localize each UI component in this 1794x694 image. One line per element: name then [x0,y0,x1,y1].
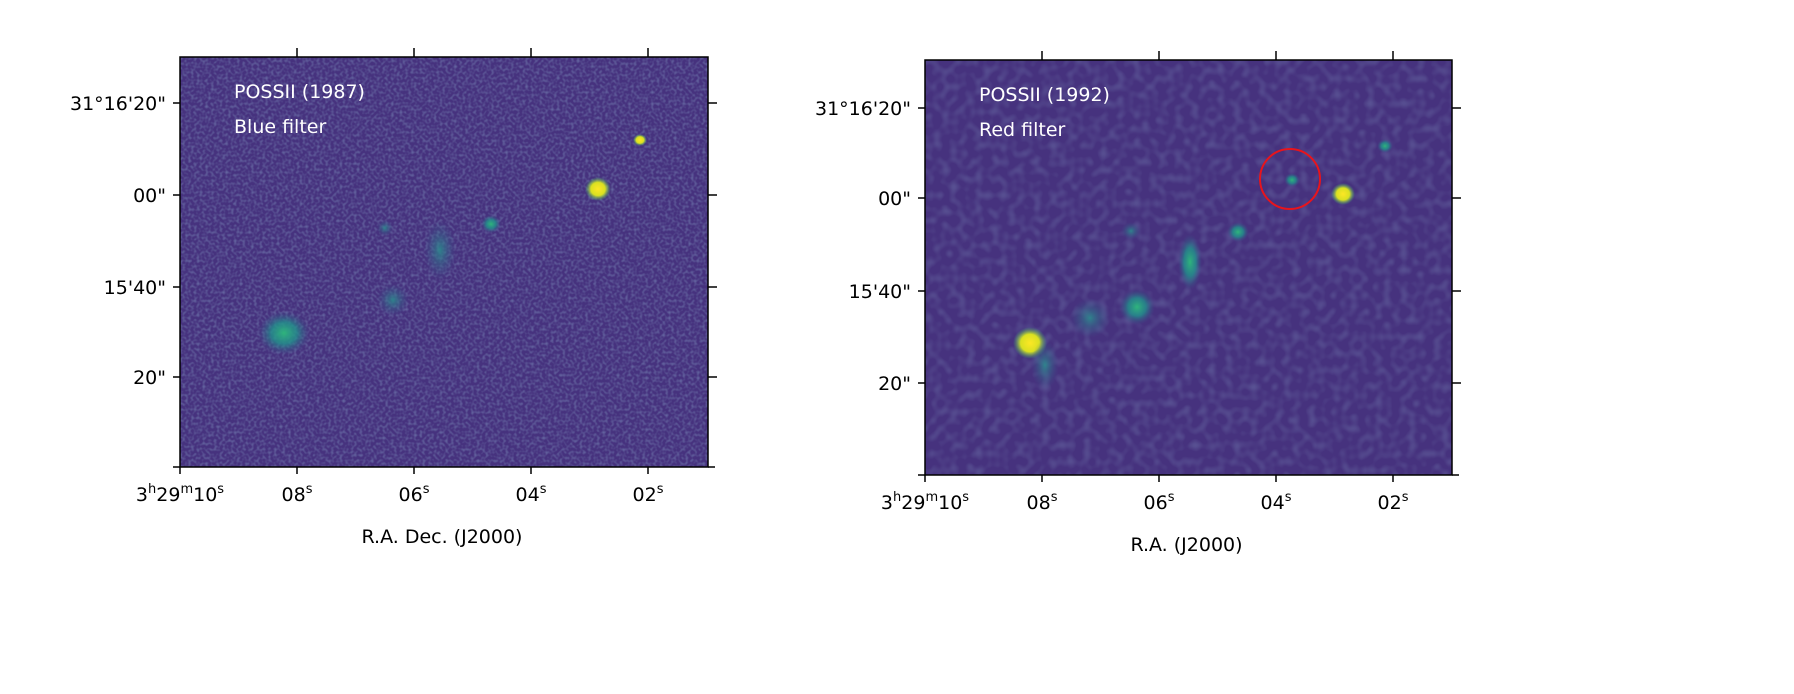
filter-label: Red filter [979,119,1066,141]
unit-superscript: s [1168,490,1175,505]
tick-value: 10 [938,492,962,514]
filter-label: Blue filter [234,116,326,138]
unit-superscript: s [1402,490,1409,505]
tick-value: 3 [881,492,893,514]
source-blob [481,215,501,233]
unit-superscript: s [217,482,224,497]
unit-superscript: m [925,490,938,505]
tick-value: 04 [1261,492,1285,514]
source-blob [1331,183,1355,205]
tick-value: 04 [516,484,540,506]
survey-label: POSSII (1992) [979,84,1110,106]
y-tick-label: 15'40" [849,281,911,303]
source-blob [377,284,409,316]
x-tick-label: 3h29m10s [881,490,969,514]
source-blob [1070,298,1110,338]
unit-superscript: s [423,482,430,497]
unit-superscript: s [657,482,664,497]
source-blob [633,134,647,146]
source-blob [1119,289,1155,325]
source-blob [1178,234,1202,290]
y-tick-label: 15'40" [104,277,166,299]
tick-value: 06 [1144,492,1168,514]
unit-superscript: s [1051,490,1058,505]
x-tick-label: 06s [1144,490,1175,514]
tick-value: 08 [282,484,306,506]
unit-superscript: s [540,482,547,497]
x-tick-label: 02s [1378,490,1409,514]
unit-superscript: h [148,482,156,497]
y-tick-label: 00" [133,185,166,207]
y-tick-label: 31°16'20" [815,98,911,120]
image-sources [925,60,1452,475]
tick-value: 29 [901,492,925,514]
unit-superscript: h [893,490,901,505]
tick-value: 06 [399,484,423,506]
tick-value: 3 [136,484,148,506]
unit-superscript: s [962,490,969,505]
tick-value: 02 [633,484,657,506]
y-tick-label: 20" [133,367,166,389]
tick-value: 02 [1378,492,1402,514]
y-tick-label: 20" [878,373,911,395]
x-axis-label: R.A. (J2000) [1130,534,1242,556]
axes-frame [924,59,1453,476]
x-tick-label: 06s [399,482,430,506]
source-blob [1284,173,1300,187]
x-tick-label: 3h29m10s [136,482,224,506]
source-blob [1227,222,1249,242]
image-sources [180,57,708,467]
y-tick-label: 31°16'20" [70,93,166,115]
highlight-circle [1259,148,1321,210]
tick-value: 29 [156,484,180,506]
x-tick-label: 08s [1027,490,1058,514]
survey-label: POSSII (1987) [234,81,365,103]
unit-superscript: s [306,482,313,497]
x-tick-label: 02s [633,482,664,506]
x-tick-label: 04s [516,482,547,506]
source-blob [377,220,393,236]
x-tick-label: 04s [1261,490,1292,514]
source-blob [585,177,611,201]
y-tick-label: 00" [878,188,911,210]
x-tick-label: 08s [282,482,313,506]
source-blob [1377,139,1393,153]
x-axis-label: R.A. Dec. (J2000) [362,526,523,548]
tick-value: 08 [1027,492,1051,514]
axes-frame [179,56,709,468]
unit-superscript: m [180,482,193,497]
source-blob [1031,340,1059,390]
source-blob [424,220,456,280]
unit-superscript: s [1285,490,1292,505]
source-blob [258,311,310,355]
source-blob [1121,222,1141,240]
tick-value: 10 [193,484,217,506]
